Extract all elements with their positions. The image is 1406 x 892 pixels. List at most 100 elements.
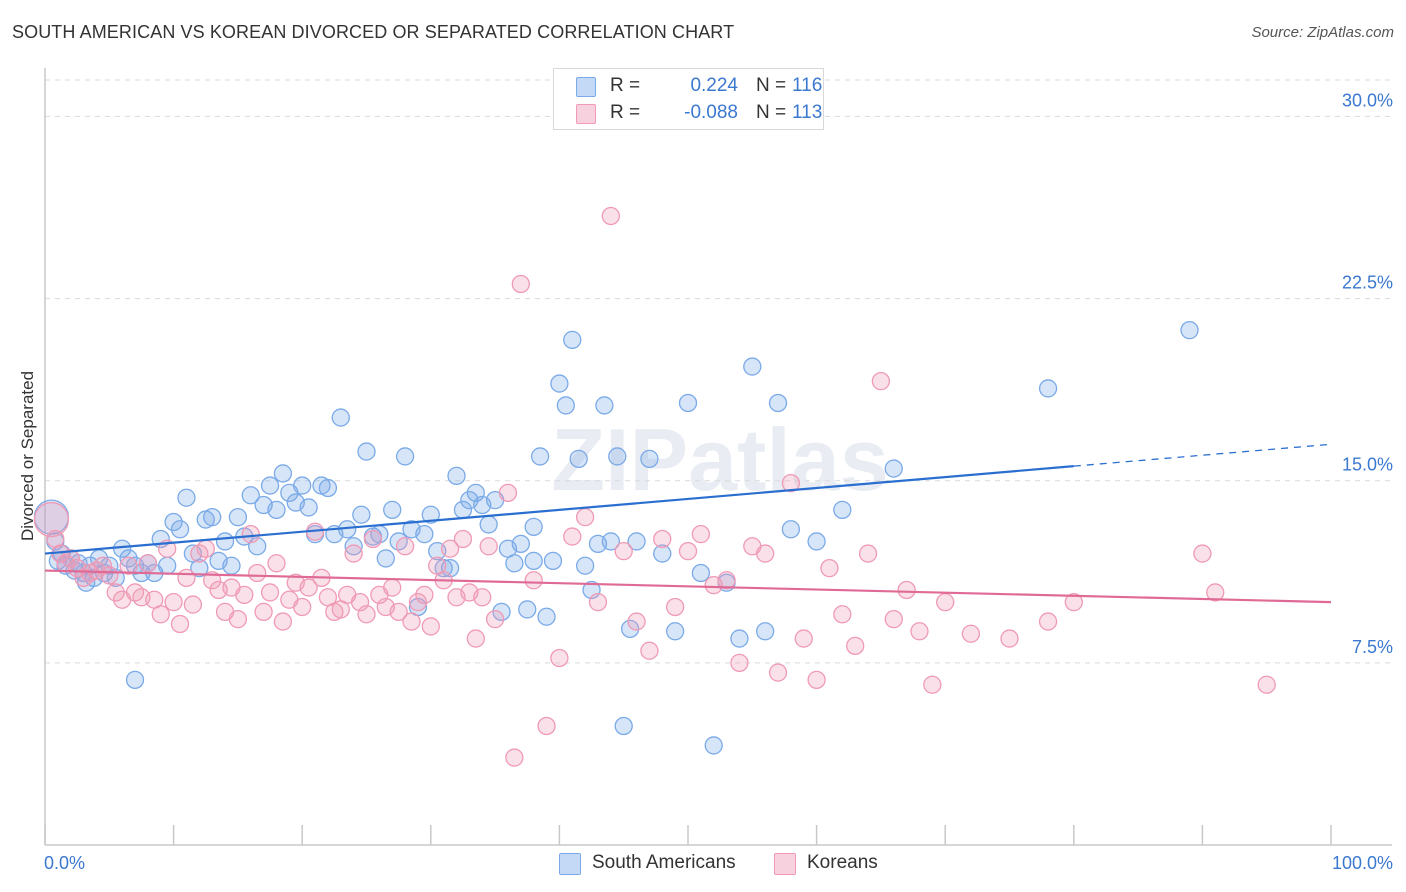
data-point-koreans — [601, 206, 620, 226]
data-point-koreans — [614, 541, 633, 561]
data-point-south-americans — [376, 549, 395, 568]
data-point-south-americans — [119, 549, 138, 568]
data-point-south-americans — [352, 505, 371, 524]
data-point-south-americans — [884, 459, 903, 478]
data-point-south-americans — [833, 500, 852, 520]
data-point-south-americans — [395, 447, 415, 466]
data-point-koreans — [273, 612, 293, 631]
data-point-south-americans — [125, 670, 145, 690]
data-point-south-americans — [299, 498, 318, 517]
x-tick-label: 0.0% — [44, 853, 85, 873]
y-tick-label: 22.5% — [1342, 273, 1393, 293]
data-point-south-americans — [267, 500, 286, 520]
data-point-south-americans — [550, 374, 569, 393]
data-point-koreans — [479, 537, 498, 556]
y-axis-label: Divorced or Separated — [18, 371, 37, 541]
data-point-koreans — [640, 641, 659, 660]
data-point-south-americans — [743, 357, 762, 376]
data-point-south-americans — [768, 393, 788, 413]
axes — [44, 68, 1392, 846]
data-point-koreans — [402, 612, 421, 631]
data-point-koreans — [1038, 612, 1058, 631]
trend-line-extension-south-americans — [1073, 443, 1332, 467]
data-point-koreans — [151, 605, 170, 624]
data-point-south-americans — [190, 558, 209, 578]
data-point-koreans — [794, 629, 813, 648]
data-point-koreans — [473, 588, 492, 607]
data-point-koreans — [138, 554, 158, 573]
data-point-south-americans — [215, 532, 235, 551]
data-point-south-americans — [569, 449, 588, 469]
data-point-south-americans — [260, 476, 280, 495]
data-point-koreans — [833, 605, 852, 624]
data-point-south-americans — [164, 512, 183, 532]
data-point-south-americans — [563, 330, 582, 350]
data-point-koreans — [768, 663, 788, 682]
data-point-koreans — [485, 609, 505, 629]
legend-r-value: 0.224 — [690, 75, 738, 96]
data-point-koreans — [395, 537, 415, 556]
data-point-south-americans — [620, 619, 640, 639]
data-point-koreans — [241, 524, 260, 544]
tick-labels: 7.5% 15.0% 22.5% 30.0% 0.0% 100.0% — [44, 90, 1393, 873]
data-point-south-americans — [421, 505, 440, 524]
data-point-koreans — [164, 592, 183, 612]
data-point-south-americans — [222, 556, 241, 575]
data-point-south-americans — [614, 716, 633, 736]
data-point-south-americans — [344, 537, 363, 556]
data-point-south-americans — [543, 551, 563, 571]
data-point-koreans — [383, 578, 402, 597]
data-point-koreans — [691, 524, 711, 544]
y-tick-label: 30.0% — [1342, 90, 1393, 110]
data-point-koreans — [897, 580, 916, 600]
data-point-koreans — [363, 529, 383, 549]
data-point-south-americans — [492, 602, 511, 622]
data-point-south-americans — [511, 534, 530, 554]
legend-swatch-koreans — [774, 853, 796, 875]
data-points — [33, 206, 1276, 767]
data-point-koreans — [511, 274, 530, 294]
data-point-koreans — [961, 624, 981, 643]
data-point-south-americans — [730, 629, 749, 648]
data-point-south-americans — [383, 500, 402, 520]
data-point-koreans — [357, 605, 376, 624]
data-point-south-americans — [293, 476, 312, 495]
trend-line-south-americans — [44, 465, 1074, 555]
data-point-koreans — [884, 609, 903, 629]
data-point-south-americans — [241, 486, 260, 505]
data-point-koreans — [756, 544, 775, 563]
data-point-koreans — [871, 371, 891, 391]
data-point-koreans — [93, 556, 113, 575]
data-point-south-americans — [228, 507, 248, 527]
data-point-koreans — [267, 554, 286, 573]
data-point-south-americans — [318, 478, 338, 498]
data-point-koreans — [923, 675, 942, 694]
data-point-koreans — [421, 617, 440, 636]
data-point-koreans — [415, 585, 434, 605]
data-point-koreans — [627, 612, 646, 631]
series-koreans — [33, 206, 1276, 767]
data-point-south-americans — [177, 488, 196, 507]
data-point-koreans — [389, 602, 408, 622]
series-legend: South Americans Koreans — [0, 852, 1406, 878]
data-point-south-americans — [691, 563, 711, 583]
data-point-koreans — [550, 648, 569, 668]
data-point-koreans — [730, 653, 749, 673]
data-point-south-americans — [640, 449, 659, 469]
data-point-koreans — [936, 592, 955, 612]
data-point-koreans — [228, 609, 248, 629]
data-point-koreans — [170, 614, 190, 634]
legend-n-value: 116 — [792, 75, 823, 96]
data-point-south-americans — [781, 520, 801, 539]
data-point-koreans — [910, 622, 929, 641]
data-point-koreans — [537, 716, 556, 736]
data-point-south-americans — [608, 447, 627, 466]
data-point-koreans — [1206, 583, 1225, 602]
data-point-koreans — [177, 568, 196, 588]
data-point-koreans — [498, 483, 518, 503]
data-point-south-americans — [601, 532, 620, 551]
data-point-koreans — [563, 527, 582, 546]
data-point-south-americans — [1038, 379, 1058, 398]
data-point-south-americans — [331, 408, 350, 427]
